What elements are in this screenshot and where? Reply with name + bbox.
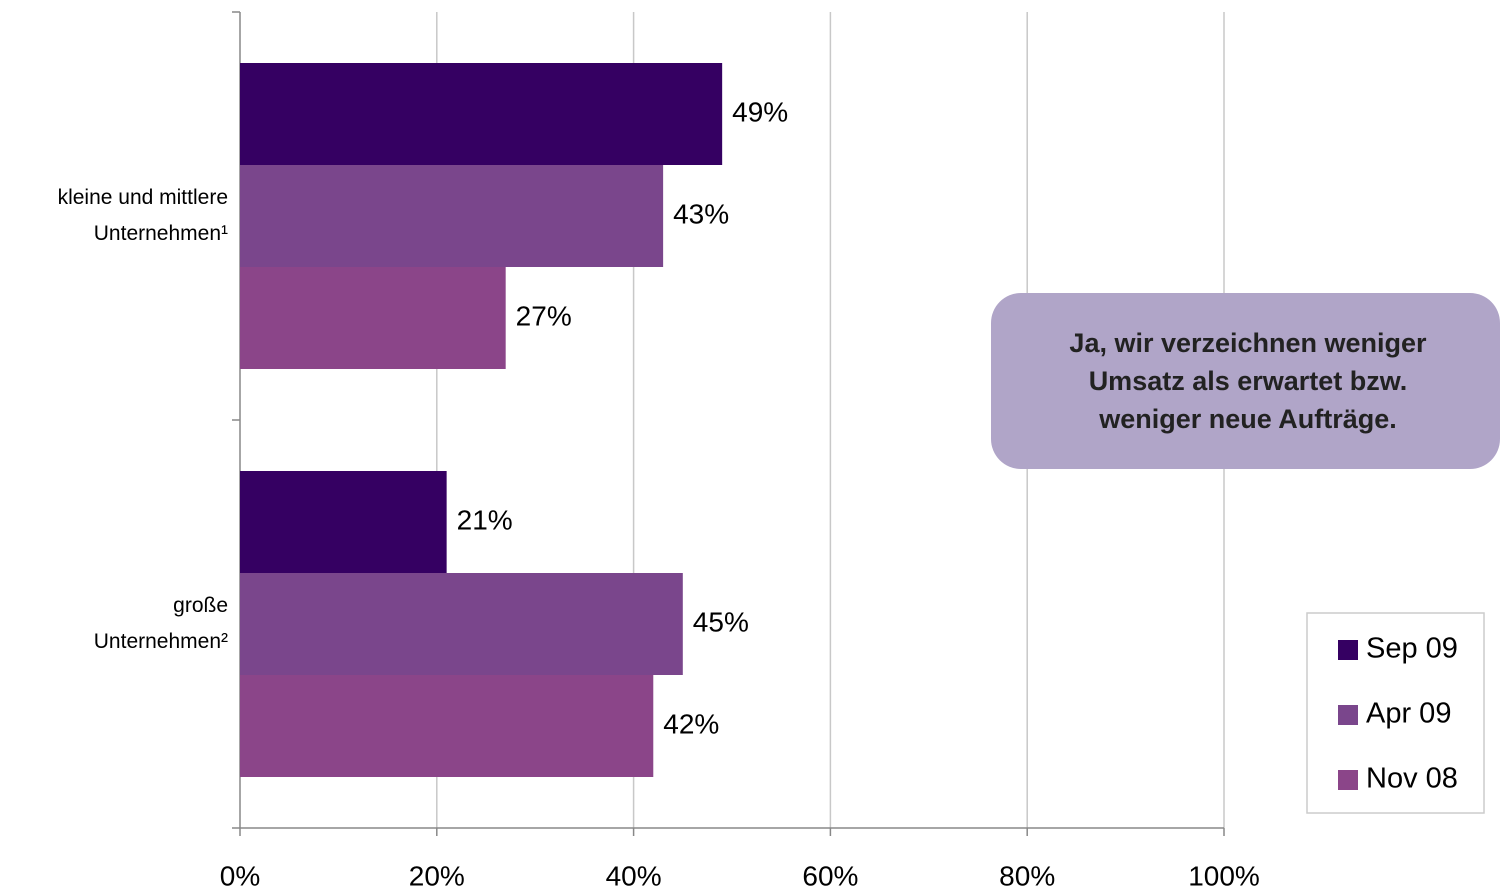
value-label: 45% — [693, 606, 749, 637]
value-label: 49% — [732, 96, 788, 127]
legend-swatch — [1338, 770, 1358, 790]
bar — [240, 63, 723, 165]
legend-label: Apr 09 — [1366, 698, 1451, 730]
annotation-text: weniger neue Aufträge. — [1098, 404, 1397, 434]
annotation-text: Umsatz als erwartet bzw. — [1089, 366, 1408, 396]
bar — [240, 573, 683, 675]
bar — [240, 267, 506, 369]
x-tick-label: 20% — [409, 860, 465, 891]
category-line: Unternehmen¹ — [94, 222, 228, 245]
legend-label: Nov 08 — [1366, 763, 1458, 795]
legend-label: Sep 09 — [1366, 633, 1458, 665]
bar — [240, 675, 654, 777]
category-line: kleine und mittlere — [58, 186, 228, 209]
legend-box — [1306, 612, 1485, 814]
bar — [240, 165, 664, 267]
category-line: Unternehmen² — [94, 630, 228, 653]
legend-swatch — [1338, 705, 1358, 725]
x-tick-label: 40% — [606, 860, 662, 891]
x-tick-label: 100% — [1188, 860, 1260, 891]
value-label: 43% — [673, 198, 729, 229]
x-tick-label: 80% — [999, 860, 1055, 891]
category-label: große Unternehmen² — [94, 594, 228, 653]
bar — [240, 471, 447, 573]
annotation-box — [991, 293, 1500, 469]
category-label: kleine und mittlere Unternehmen¹ — [58, 186, 228, 245]
value-label: 27% — [516, 300, 572, 331]
value-label: 21% — [457, 504, 513, 535]
category-line: große — [173, 594, 228, 617]
legend-swatch — [1338, 640, 1358, 660]
annotation-text: Ja, wir verzeichnen weniger — [1069, 328, 1427, 358]
x-tick-label: 60% — [802, 860, 858, 891]
x-tick-label: 0% — [220, 860, 260, 891]
value-label: 42% — [663, 708, 719, 739]
